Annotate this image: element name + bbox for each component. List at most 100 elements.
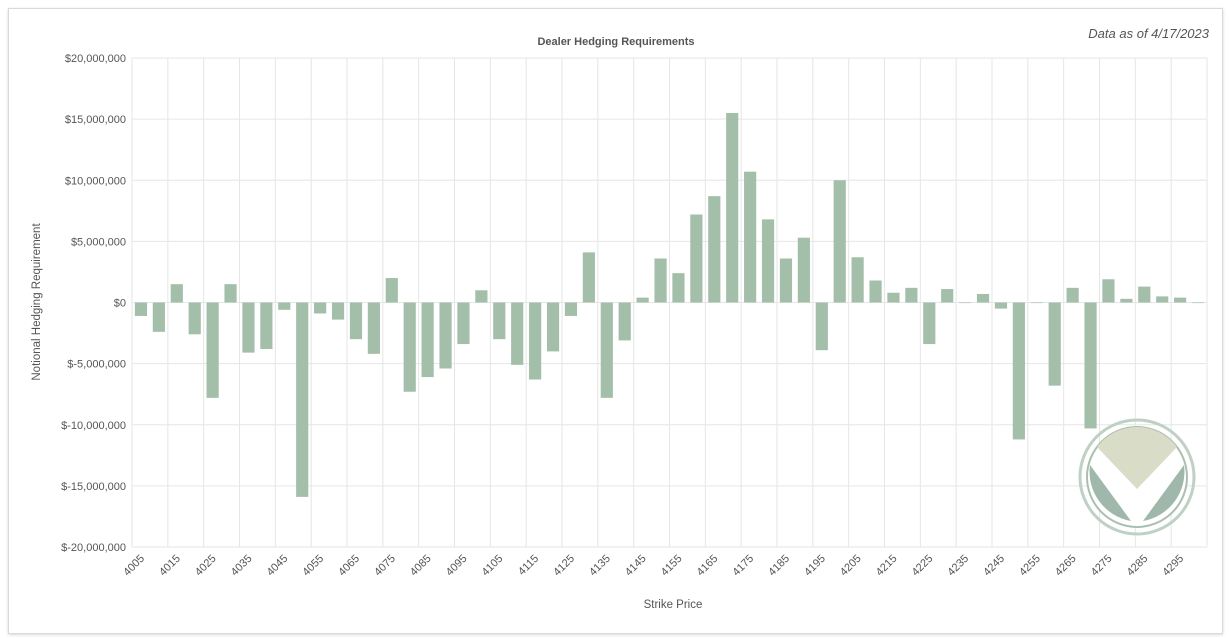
bar[interactable] (815, 302, 828, 351)
bar[interactable] (1120, 298, 1133, 303)
x-axis-label: Strike Price (644, 599, 703, 611)
bar[interactable] (546, 302, 560, 352)
bar[interactable] (941, 289, 954, 303)
bar[interactable] (1012, 302, 1025, 440)
y-tick-label: $-20,000,000 (61, 542, 126, 554)
x-tick-label: 4175 (730, 553, 756, 579)
y-tick-label: $-10,000,000 (61, 420, 126, 432)
bar[interactable] (367, 302, 380, 354)
bar[interactable] (708, 196, 721, 303)
x-tick-label: 4125 (551, 553, 577, 579)
bar[interactable] (314, 302, 327, 314)
bar[interactable] (618, 302, 631, 341)
x-tick-label: 4115 (516, 553, 541, 578)
x-tick-label: 4255 (1017, 553, 1043, 579)
bar[interactable] (188, 302, 201, 335)
x-tick-label: 4235 (945, 553, 971, 579)
circle-v-logo (1078, 418, 1196, 536)
bar[interactable] (582, 252, 595, 303)
bar[interactable] (1030, 302, 1043, 304)
x-tick-label: 4165 (695, 553, 721, 579)
bar[interactable] (1191, 302, 1205, 304)
bar[interactable] (905, 287, 918, 303)
bar[interactable] (1174, 297, 1187, 303)
x-tick-label: 4205 (838, 553, 864, 579)
bar[interactable] (385, 278, 398, 303)
bar[interactable] (797, 237, 810, 303)
bar[interactable] (654, 258, 667, 303)
y-tick-label: $15,000,000 (65, 114, 126, 126)
bar[interactable] (152, 302, 165, 332)
bar[interactable] (331, 302, 345, 320)
bar[interactable] (134, 302, 148, 316)
x-tick-label: 4285 (1125, 553, 1151, 579)
bar[interactable] (1156, 296, 1169, 303)
bar[interactable] (403, 302, 416, 392)
bars (134, 113, 1205, 497)
logo-top-shape (1097, 426, 1177, 489)
x-tick-label: 4135 (587, 553, 613, 579)
bar[interactable] (1102, 279, 1115, 303)
x-tick-label: 4015 (157, 553, 183, 579)
bar[interactable] (349, 302, 363, 340)
bar[interactable] (493, 302, 506, 340)
bar[interactable] (923, 302, 936, 345)
bar[interactable] (690, 214, 703, 303)
bar[interactable] (600, 302, 613, 398)
x-tick-label: 4245 (981, 553, 1007, 579)
bar[interactable] (744, 171, 757, 303)
bar[interactable] (564, 302, 578, 316)
x-tick-label: 4095 (444, 553, 470, 579)
bar[interactable] (457, 302, 470, 345)
bar[interactable] (869, 280, 882, 303)
bar[interactable] (206, 302, 219, 398)
bar[interactable] (1066, 287, 1079, 303)
bar[interactable] (976, 293, 990, 303)
x-tick-label: 4275 (1089, 553, 1115, 579)
bar[interactable] (439, 302, 452, 369)
x-tick-label: 4195 (802, 553, 828, 579)
bar[interactable] (260, 302, 273, 349)
bar[interactable] (1084, 302, 1097, 429)
bar[interactable] (278, 302, 291, 310)
x-tick-label: 4155 (659, 553, 685, 579)
bar[interactable] (242, 302, 255, 353)
x-tick-label: 4145 (623, 553, 649, 579)
x-tick-label: 4045 (265, 553, 291, 579)
bar[interactable] (851, 257, 864, 303)
bar[interactable] (1138, 286, 1151, 303)
y-tick-label: $-5,000,000 (67, 359, 126, 371)
bar[interactable] (672, 273, 685, 303)
x-tick-label: 4185 (766, 553, 792, 579)
x-tick-label: 4295 (1160, 553, 1186, 579)
bar[interactable] (959, 302, 972, 304)
bar[interactable] (1048, 302, 1061, 386)
y-tick-label: $-15,000,000 (61, 481, 126, 493)
bar[interactable] (529, 302, 542, 380)
bar[interactable] (779, 258, 793, 303)
as-of-date: Data as of 4/17/2023 (1088, 26, 1209, 41)
bar[interactable] (726, 113, 739, 303)
x-axis-ticks: 4005 4015 4025 4035 4045 4055 4065 4075 4085 4095… (121, 553, 1186, 579)
bar[interactable] (224, 284, 237, 303)
bar[interactable] (887, 292, 900, 303)
y-axis-label: Notional Hedging Requirement (31, 223, 43, 381)
bar[interactable] (170, 284, 183, 303)
x-tick-label: 4085 (408, 553, 434, 579)
grid-lines (131, 57, 1208, 548)
x-tick-label: 4025 (193, 553, 219, 579)
bar[interactable] (421, 302, 434, 378)
bar[interactable] (636, 297, 649, 303)
bar[interactable] (994, 302, 1008, 309)
x-tick-label: 4225 (910, 553, 936, 579)
bar[interactable] (833, 180, 846, 303)
x-tick-label: 4105 (480, 553, 506, 579)
bar[interactable] (761, 219, 775, 303)
logo-right-shape (1143, 465, 1185, 521)
bar[interactable] (511, 302, 524, 365)
y-tick-label: $0 (114, 298, 126, 310)
x-tick-label: 4065 (336, 553, 362, 579)
bar[interactable] (475, 290, 488, 303)
x-tick-label: 4035 (229, 553, 255, 579)
bar[interactable] (296, 302, 309, 497)
